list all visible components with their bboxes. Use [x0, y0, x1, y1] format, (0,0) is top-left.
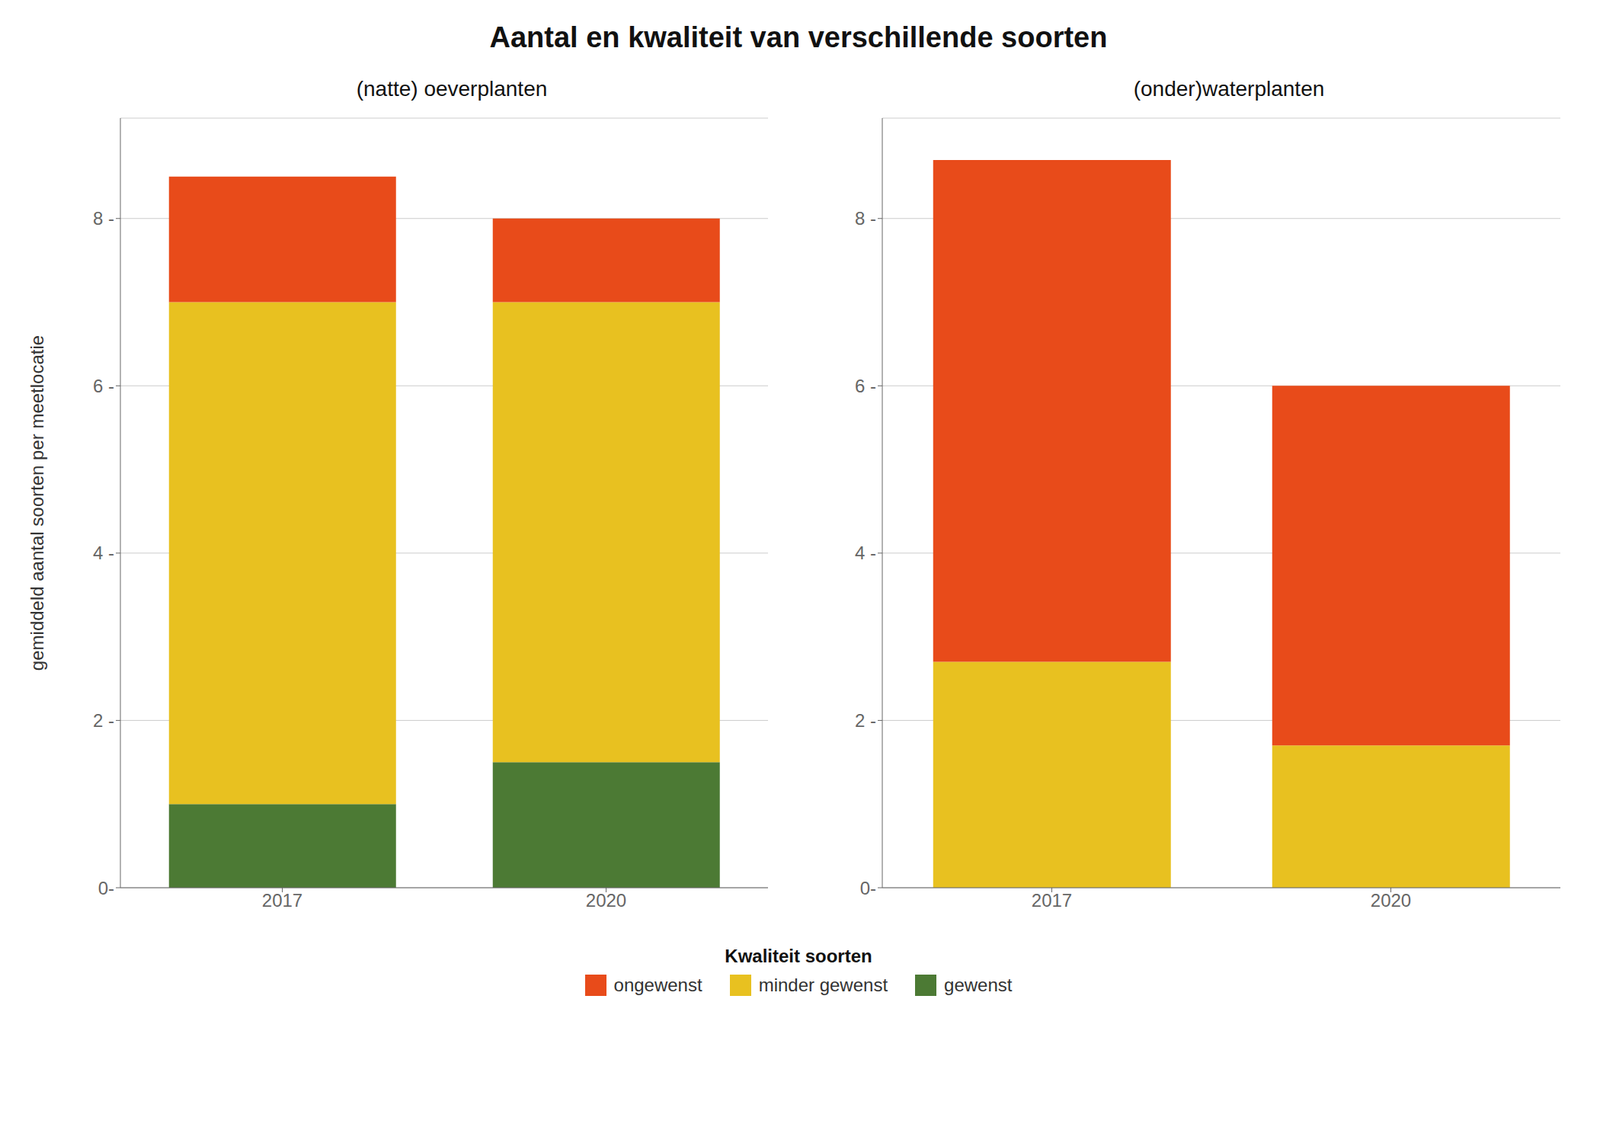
svg-text:0-: 0- [860, 877, 877, 899]
svg-text:0-: 0- [98, 877, 115, 899]
svg-text:6 -: 6 - [854, 375, 877, 397]
svg-text:4 -: 4 - [92, 542, 115, 564]
svg-text:6 -: 6 - [92, 375, 115, 397]
svg-text:2020: 2020 [1370, 889, 1412, 911]
html-text:gewenst: gewenst [944, 974, 1013, 996]
html-text:ongewenst: ongewenst [613, 974, 703, 996]
html-text:minder gewenst: minder gewenst [758, 974, 888, 996]
html-text:(natte) oeverplanten: (natte) oeverplanten [356, 76, 548, 101]
html-text:(onder)waterplanten: (onder)waterplanten [1133, 76, 1325, 101]
svg-text:2017: 2017 [262, 889, 303, 911]
svg-text:gemiddeld aantal soorten per m: gemiddeld aantal soorten per meetlocatie [26, 335, 48, 671]
svg-text:2020: 2020 [585, 889, 627, 911]
html-text:Kwaliteit soorten: Kwaliteit soorten [724, 945, 873, 967]
svg-text:2 -: 2 - [92, 710, 115, 731]
svg-text:4 -: 4 - [854, 542, 877, 564]
svg-text:8 -: 8 - [854, 208, 877, 229]
svg-text:2017: 2017 [1031, 889, 1072, 911]
svg-text:8 -: 8 - [92, 208, 115, 229]
svg-text:2 -: 2 - [854, 710, 877, 731]
html-text:Aantal en kwaliteit van versch: Aantal en kwaliteit van verschillende so… [489, 21, 1108, 54]
